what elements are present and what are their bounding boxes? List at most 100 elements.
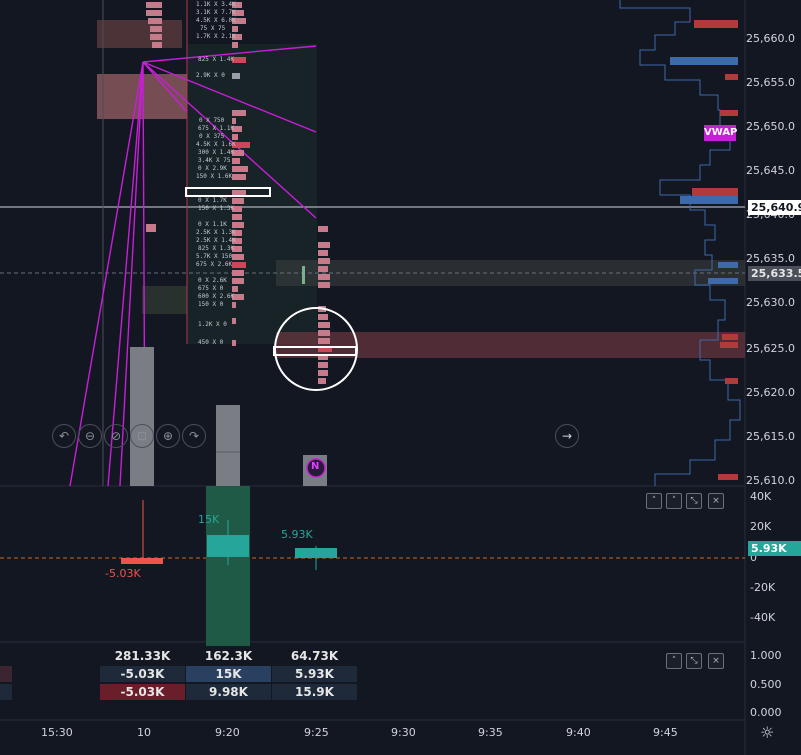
- table-cell: -5.03K: [120, 685, 165, 699]
- price-label: 25,615.0: [746, 430, 795, 443]
- volume-zone: [97, 20, 182, 48]
- footprint-cell-text: 0 X 750: [199, 117, 225, 124]
- price-label: 25,630.0: [746, 296, 795, 309]
- price-label: 25,655.0: [746, 76, 795, 89]
- delta-bar: [295, 548, 337, 558]
- time-label: 9:45: [653, 726, 678, 739]
- time-label: 10: [137, 726, 151, 739]
- footprint-cell-text: 2.5K X 1.4K: [196, 237, 236, 244]
- price-label: 25,660.0: [746, 32, 795, 45]
- table-cell: -5.03K: [120, 667, 165, 681]
- table-cell: 15K: [215, 667, 242, 681]
- fit-icon[interactable]: ⊡: [130, 424, 154, 448]
- footprint-bars-3: [302, 226, 332, 384]
- volume-profile: [619, 0, 741, 486]
- footprint-cell-text: 4.5K X 1.6K: [196, 141, 236, 148]
- footprint-cell-text: 300 X 1.4K: [198, 149, 235, 156]
- delta-label: 5.93K: [281, 528, 313, 541]
- settings-icon[interactable]: ☼: [760, 723, 775, 742]
- footprint-cell-text: 675 X 0: [198, 285, 224, 292]
- footprint-cell-text: 5.7K X 150: [196, 253, 233, 260]
- collapse-icon[interactable]: ⤡: [686, 493, 702, 509]
- table-cell: 162.3K: [204, 649, 253, 663]
- footprint-cell-text: 150 X 0: [198, 301, 224, 308]
- footprint-cell-text: 1.7K X 2.1K: [196, 33, 236, 40]
- price-label: 25,610.0: [746, 474, 795, 487]
- undo-icon[interactable]: ↶: [52, 424, 76, 448]
- delta-volume-bg: [206, 486, 250, 646]
- lower-axis-label: 0.500: [750, 678, 782, 691]
- chevron-up-icon[interactable]: ˄: [666, 653, 682, 669]
- footprint-bars-2: [232, 110, 250, 346]
- lower-axis-label: 1.000: [750, 649, 782, 662]
- time-label: 15:30: [41, 726, 73, 739]
- table-bg: [186, 666, 271, 682]
- table-bg: [186, 684, 271, 700]
- table-cell: 5.93K: [295, 667, 334, 681]
- delta-axis-label: 20K: [750, 520, 772, 533]
- reference-price-tag: 25,633.5: [748, 266, 801, 281]
- annotation-circle: [274, 307, 358, 391]
- vwap-tag: VWAP: [704, 125, 737, 141]
- chevron-up-icon[interactable]: ˄: [646, 493, 662, 509]
- footprint-cell-text: 0 X 1.1K: [198, 221, 227, 228]
- news-marker-label[interactable]: N: [311, 461, 320, 472]
- footprint-cell-text: 75 X 75: [200, 25, 226, 32]
- footprint-cell-text: 825 X 1.4K: [198, 56, 235, 63]
- footprint-cell-text: 600 X 2.6K: [198, 293, 235, 300]
- time-label: 9:30: [391, 726, 416, 739]
- current-price-tag: 25,640.9: [748, 200, 801, 215]
- close-icon[interactable]: ×: [708, 653, 724, 669]
- table-cell: 15.9K: [295, 685, 334, 699]
- delta-bar: [121, 558, 163, 564]
- footprint-cell-text: 2.5K X 1.3K: [196, 229, 236, 236]
- zoom-reset-icon[interactable]: ⊘: [104, 424, 128, 448]
- table-bg: [100, 684, 185, 700]
- footprint-cell-text: 3.4K X 75: [198, 157, 231, 164]
- table-cell: 281.33K: [114, 649, 171, 663]
- price-label: 25,645.0: [746, 164, 795, 177]
- volume-bar: [130, 347, 154, 486]
- collapse-icon[interactable]: ⤡: [686, 653, 702, 669]
- delta-label: 15K: [198, 513, 220, 526]
- delta-axis-label: 40K: [750, 490, 772, 503]
- vwap-lines: [69, 45, 317, 487]
- redo-icon[interactable]: ↷: [182, 424, 206, 448]
- footprint-cell-text: 0 X 375: [199, 133, 225, 140]
- table-cell: 64.73K: [290, 649, 339, 663]
- table-cell: 9.98K: [209, 685, 248, 699]
- volume-bar: [216, 405, 240, 486]
- price-label: 25,635.0: [746, 252, 795, 265]
- footprint-cell-text: 0 X 2.6K: [198, 277, 227, 284]
- footprint-cell-text: 150 X 1.6K: [196, 173, 233, 180]
- table-bg: [0, 684, 12, 700]
- footprint-cell-text: 4.5K X 6.0K: [196, 17, 236, 24]
- price-label: 25,620.0: [746, 386, 795, 399]
- footprint-cell-text: 3.1K X 7.7K: [196, 9, 236, 16]
- news-marker: [306, 458, 326, 478]
- footprint-cell-text: 450 X 0: [198, 339, 224, 346]
- time-label: 9:20: [215, 726, 240, 739]
- footprint-cell-text: 675 X 1.1K: [198, 125, 235, 132]
- chevron-down-icon[interactable]: ˅: [666, 493, 682, 509]
- zoom-in-icon[interactable]: ⊕: [156, 424, 180, 448]
- delta-label: -5.03K: [105, 567, 141, 580]
- lower-axis-label: 0.000: [750, 706, 782, 719]
- footprint-cell-text: 150 X 1.3K: [198, 205, 235, 212]
- footprint-bars-1: [146, 2, 246, 232]
- footprint-cell-text: 1.1K X 3.4K: [196, 1, 236, 8]
- close-icon[interactable]: ×: [708, 493, 724, 509]
- delta-axis-label: -40K: [750, 611, 776, 624]
- table-bg: [272, 684, 357, 700]
- scroll-right-icon[interactable]: →: [555, 424, 579, 448]
- price-label: 25,650.0: [746, 120, 795, 133]
- zoom-out-icon[interactable]: ⊖: [78, 424, 102, 448]
- delta-axis-label: -20K: [750, 581, 776, 594]
- table-bg: [0, 666, 12, 682]
- price-label: 25,625.0: [746, 342, 795, 355]
- volume-zone: [142, 286, 187, 314]
- delta-bar: [207, 535, 249, 557]
- delta-current-tag: 5.93K: [748, 541, 801, 556]
- time-label: 9:35: [478, 726, 503, 739]
